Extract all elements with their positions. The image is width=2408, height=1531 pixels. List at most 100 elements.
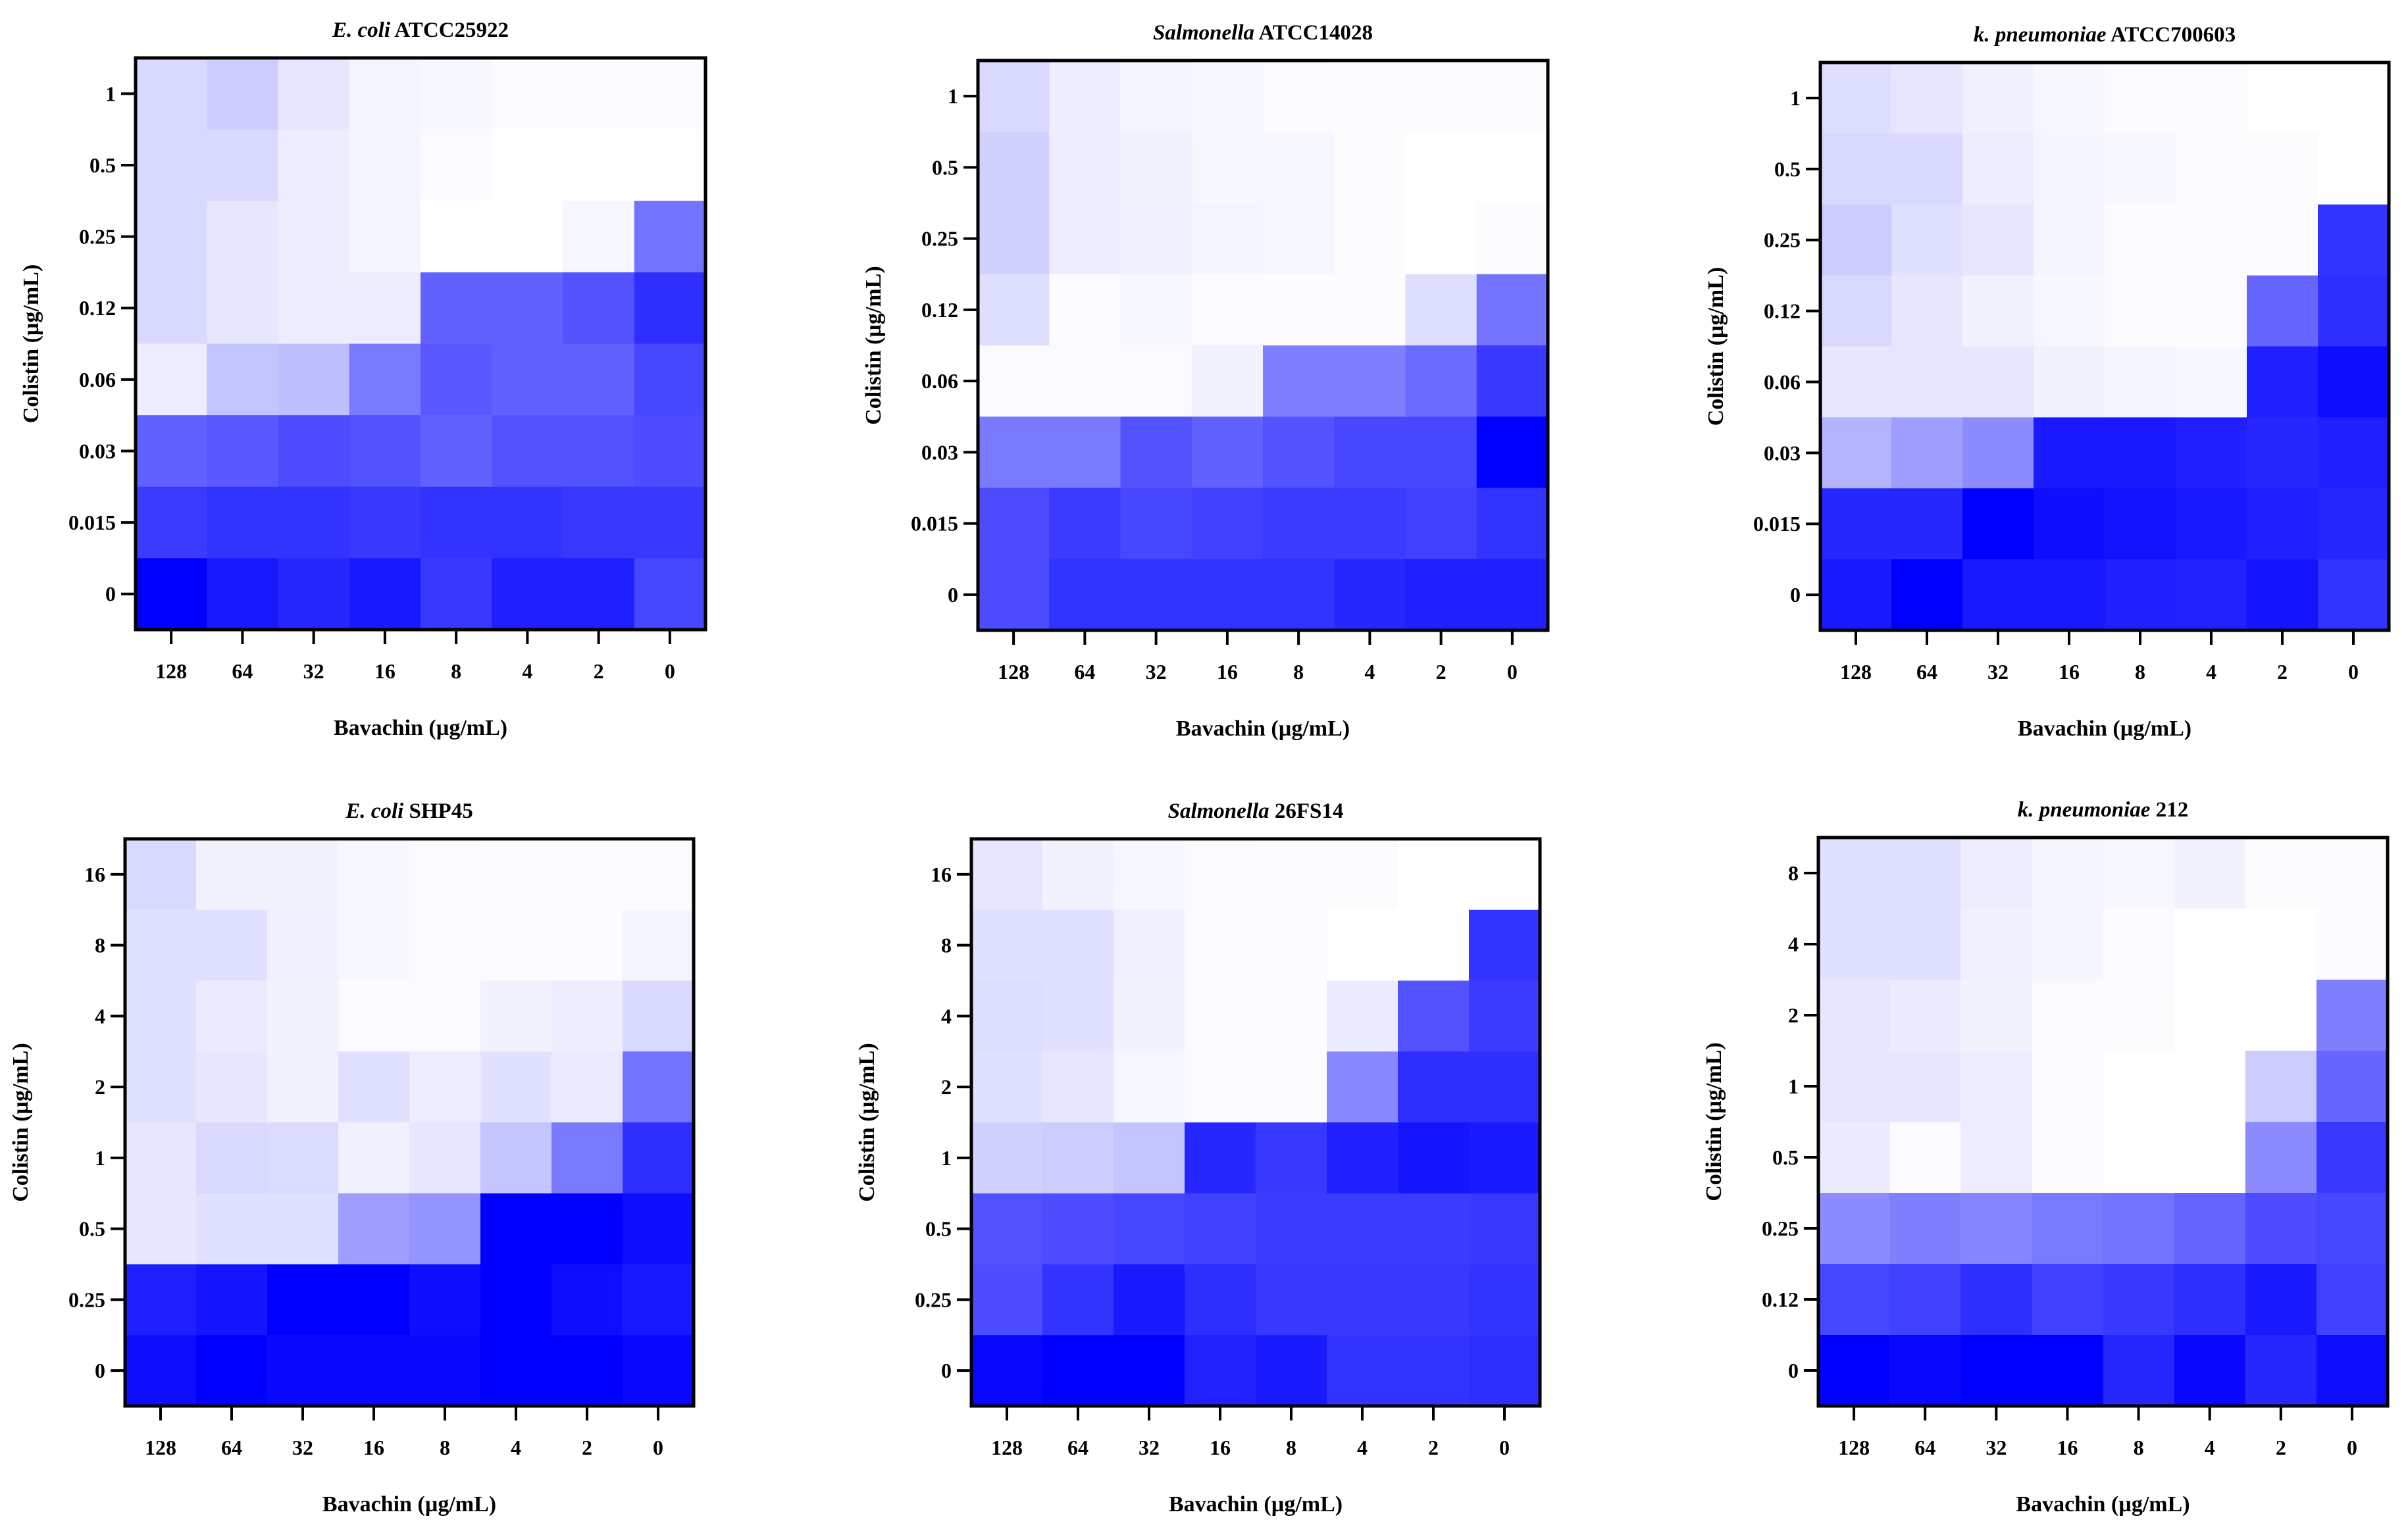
heatmap-cell (1405, 559, 1477, 631)
heatmap-cell (1962, 417, 2034, 489)
heatmap-cells (978, 61, 1549, 631)
x-tick-label: 128 (1840, 660, 1872, 684)
heatmap-cell (2103, 909, 2175, 980)
heatmap-cell (978, 345, 1050, 417)
heatmap-cell (978, 61, 1050, 132)
chart-title-organism: Salmonella (1153, 21, 1254, 45)
chart-title: E. coli SHP45 (345, 799, 473, 823)
x-tick-label: 4 (2206, 660, 2216, 684)
heatmap-cell (338, 839, 410, 911)
y-tick-label: 1 (1788, 1074, 1799, 1098)
heatmap-cell (2318, 133, 2390, 205)
heatmap-cell (1820, 559, 1892, 631)
heatmap-cell (196, 1264, 268, 1336)
x-tick-label: 64 (1067, 1436, 1089, 1459)
heatmap-cell (634, 558, 706, 630)
heatmap-cell (1191, 488, 1264, 560)
heatmap-cell (1818, 838, 1890, 909)
heatmap-cell (207, 343, 279, 416)
heatmap-cell (2103, 1051, 2175, 1122)
heatmap-cell (634, 201, 706, 273)
heatmap-cell (2176, 559, 2247, 631)
y-axis-label: Colistin (µg/mL) (861, 266, 886, 425)
x-tick-label: 128 (998, 660, 1029, 684)
heatmap-cell (2318, 63, 2390, 134)
y-tick-label: 16 (931, 863, 952, 886)
plot-frame (1816, 836, 2390, 1408)
heatmap-cell (563, 415, 635, 488)
y-tick-label: 0.06 (921, 369, 958, 393)
heatmap-cell (267, 909, 339, 982)
heatmap-cell (349, 272, 421, 345)
heatmap-cell (492, 558, 564, 630)
heatmap-cell (1476, 132, 1549, 204)
heatmap-cell (349, 129, 421, 201)
heatmap-cell (207, 58, 279, 130)
x-tick-label: 8 (2134, 1436, 2144, 1459)
chart-title: Salmonella 26FS14 (1168, 799, 1344, 823)
heatmap-cell (136, 272, 207, 345)
heatmap-cell (1820, 488, 1892, 560)
heatmap-cell (1334, 488, 1406, 560)
heatmap-cell (125, 1193, 197, 1265)
heatmap-cell (136, 415, 207, 488)
x-axis-label: Bavachin (µg/mL) (334, 716, 507, 740)
heatmap-cell (1256, 1122, 1327, 1194)
heatmap-cell (1820, 204, 1892, 276)
heatmap-cell (196, 909, 268, 982)
heatmap-cell (551, 839, 623, 911)
heatmap-cell (1818, 1193, 1890, 1265)
heatmap-cell (1191, 559, 1264, 631)
heatmap-cell (125, 1122, 197, 1194)
heatmap-cell (1114, 1051, 1185, 1123)
chart-title-organism: Salmonella (1168, 799, 1269, 823)
heatmap-cell (1042, 1122, 1114, 1194)
heatmap-cell (2103, 980, 2175, 1051)
heatmap-cell (1405, 274, 1477, 346)
heatmap-cell (2316, 1264, 2388, 1336)
heatmap-cell (480, 909, 552, 982)
heatmap-cell (338, 1122, 410, 1194)
y-tick-label: 0.25 (68, 1288, 105, 1311)
heatmap-cell (207, 558, 279, 630)
heatmap-cell (1889, 980, 1961, 1051)
heatmap-cell (1327, 1051, 1398, 1123)
heatmap-cell (196, 1051, 268, 1123)
x-tick-label: 16 (1210, 1436, 1231, 1459)
x-tick-label: 16 (2059, 660, 2080, 684)
heatmap-cell (1962, 346, 2034, 418)
heatmap-cell (2316, 1122, 2388, 1193)
chart-title: k. pneumoniae 212 (2018, 798, 2188, 822)
heatmap-cell (278, 415, 350, 488)
heatmap-cell (2245, 1122, 2317, 1193)
heatmap-cell (1889, 838, 1961, 909)
x-tick-label: 4 (1357, 1436, 1368, 1459)
heatmap-cell (2105, 417, 2176, 489)
heatmap-cell (2316, 980, 2388, 1051)
heatmap-cell (421, 415, 492, 488)
heatmap-cell (2245, 1051, 2317, 1122)
heatmap-cell (1049, 559, 1121, 631)
y-tick-label: 0.5 (90, 153, 116, 177)
heatmap-cell (634, 58, 706, 130)
heatmap-cell (409, 1122, 481, 1194)
heatmap-cell (125, 1051, 197, 1123)
y-tick-label: 0.25 (1764, 228, 1801, 252)
heatmap-cell (409, 1051, 481, 1123)
heatmap-cell (421, 201, 492, 273)
heatmap-cell (2103, 838, 2175, 909)
heatmap-cell (1334, 203, 1406, 275)
heatmap-cell (2318, 488, 2390, 560)
heatmap-cell (492, 415, 564, 488)
heatmap-cell (2034, 417, 2105, 489)
heatmap-cell (2174, 909, 2246, 980)
x-tick-label: 2 (1428, 1436, 1439, 1459)
heatmap-cell (2105, 133, 2176, 205)
heatmap-cell (2034, 133, 2105, 205)
heatmap-cell (1889, 1264, 1961, 1336)
heatmap-panel-1: E. coli ATCC25922 1 0.5 0.25 0.12 0.06 0.03 0.0… (19, 18, 707, 740)
heatmap-cell (1476, 345, 1549, 417)
heatmap-cell (1476, 488, 1549, 560)
heatmap-cell (2174, 1193, 2246, 1265)
heatmap-cell (1191, 274, 1264, 346)
